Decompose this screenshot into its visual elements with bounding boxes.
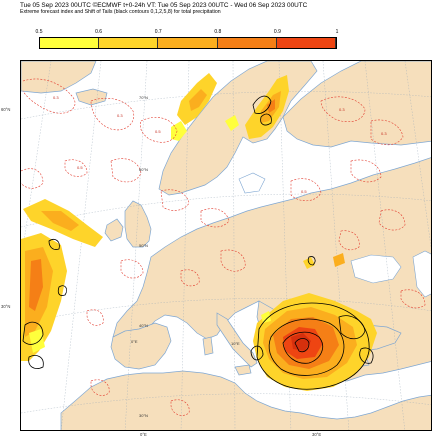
inner-label-group: 70°N 60°N 50°N 40°N 30°N 0°E 10°E — [131, 95, 240, 418]
colorbar-tick: 1 — [335, 29, 339, 35]
efi-norway — [171, 73, 217, 141]
inner-lat-label: 50°N — [139, 243, 148, 248]
colorbar-tick: 0.9 — [273, 29, 281, 35]
lon-label: 30°E — [312, 432, 322, 437]
map-frame: 0.3 0.3 0.5 0.3 0.3 0.5 0.5 70°N 60°N 50… — [20, 60, 432, 431]
inner-lat-label: 70°N — [139, 95, 148, 100]
efi-finland — [225, 75, 289, 139]
sardinia — [202, 336, 214, 356]
greenland — [21, 61, 97, 94]
lon-label: 0°E — [140, 432, 147, 437]
contour-label: 0.3 — [53, 95, 59, 100]
colorbar-tick: 0.6 — [95, 29, 103, 35]
page-subtitle: Extreme forecast index and Shift of Tail… — [20, 9, 221, 15]
colorbar-tick: 0.8 — [214, 29, 222, 35]
iceland — [75, 88, 108, 106]
efi-contours — [21, 78, 426, 416]
inner-lon-label: 0°E — [131, 339, 138, 344]
north-africa — [60, 370, 431, 430]
contour-label: 0.3 — [339, 107, 345, 112]
contour-label: 0.5 — [77, 165, 83, 170]
colorbar-segment — [158, 38, 218, 48]
contour-label: 0.3 — [381, 131, 387, 136]
colorbar-segment — [217, 38, 277, 48]
colorbar-tick: 0.5 — [35, 29, 43, 35]
colorbar-tick-labels: 0.5 0.6 0.7 0.8 0.9 1 — [35, 29, 339, 37]
inner-lat-label: 40°N — [139, 323, 148, 328]
contour-label: 0.3 — [117, 113, 123, 118]
great-britain — [124, 200, 152, 248]
contour-label: 0.5 — [301, 189, 307, 194]
colorbar-tick: 0.7 — [154, 29, 162, 35]
sot-contours — [22, 95, 374, 390]
map-canvas: 0.3 0.3 0.5 0.3 0.3 0.5 0.5 70°N 60°N 50… — [21, 61, 431, 430]
lat-label: 60°N — [1, 107, 11, 112]
colorbar-segment — [40, 38, 100, 48]
contour-label-group: 0.3 0.3 0.5 0.3 0.3 0.5 0.5 — [53, 95, 387, 194]
inner-lat-label: 30°N — [139, 413, 148, 418]
iberia — [110, 322, 172, 370]
caspian-sea — [412, 250, 431, 298]
inner-lon-label: 10°E — [231, 341, 240, 346]
black-sea — [350, 254, 402, 284]
sicily — [234, 364, 252, 376]
header: Tue 05 Sep 2023 00UTC ©ECMWF t+0-24h VT:… — [20, 2, 435, 15]
baltic-gulf — [238, 172, 266, 194]
contour-label: 0.5 — [155, 129, 161, 134]
colorbar — [39, 37, 337, 49]
page-title: Tue 05 Sep 2023 00UTC ©ECMWF t+0-24h VT:… — [20, 2, 308, 9]
ireland — [104, 218, 124, 242]
inner-lat-label: 60°N — [139, 167, 148, 172]
finland-russia — [282, 61, 431, 148]
colorbar-segment — [276, 38, 336, 48]
inland-water — [238, 172, 431, 298]
colorbar-segment — [99, 38, 159, 48]
efi-mediterranean — [253, 293, 377, 391]
italy — [216, 312, 258, 368]
efi-atlantic — [21, 199, 103, 361]
lat-label: 30°N — [1, 304, 11, 309]
